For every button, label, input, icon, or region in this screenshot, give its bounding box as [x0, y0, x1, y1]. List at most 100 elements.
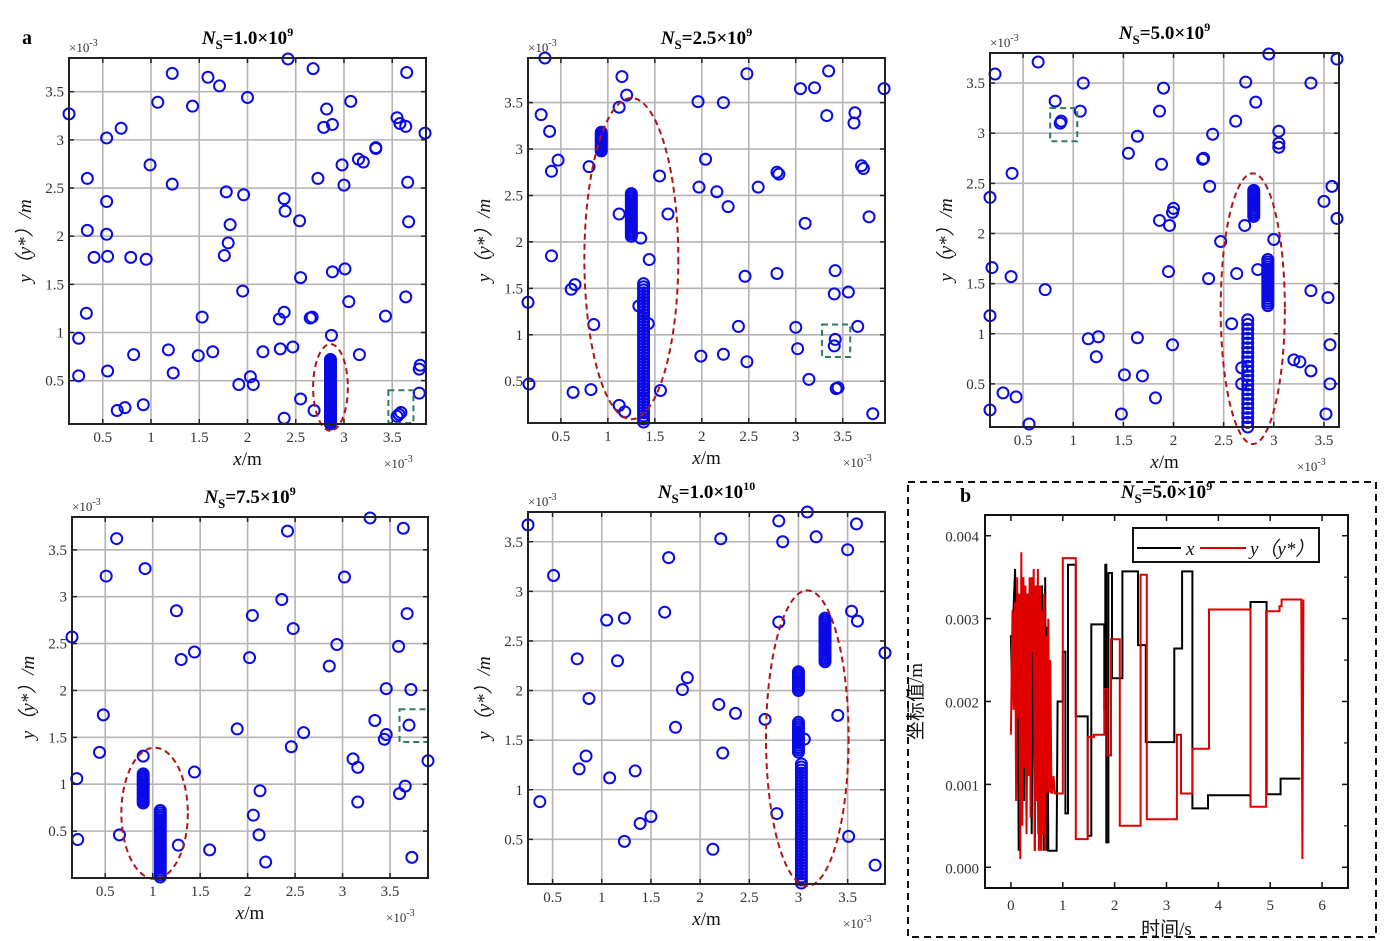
y-tick-label: 3: [516, 584, 524, 600]
data-point: [127, 348, 141, 362]
data-point: [662, 551, 676, 565]
panel-b-frame: [907, 481, 1377, 938]
data-point: [793, 82, 807, 96]
data-point: [237, 188, 251, 202]
x-tick-label: 3.5: [381, 884, 400, 900]
data-point: [831, 708, 845, 722]
x-tick-label: 2: [1111, 898, 1119, 914]
data-point: [827, 339, 841, 353]
data-point: [273, 342, 287, 356]
data-point: [1247, 183, 1261, 197]
y-tick-label: 0.000: [945, 861, 979, 877]
data-point: [850, 614, 864, 628]
y-tick-label: 2.5: [504, 634, 523, 650]
data-point: [286, 340, 300, 354]
data-point: [1154, 157, 1168, 171]
data-point: [368, 713, 382, 727]
data-point: [351, 795, 365, 809]
data-point: [751, 180, 765, 194]
x-tick-label: 2: [244, 884, 252, 900]
data-point: [369, 142, 383, 156]
data-point: [110, 532, 124, 546]
data-point: [1241, 411, 1255, 425]
y-tick-label: 2.5: [48, 637, 67, 653]
data-point: [1166, 338, 1180, 352]
x-tick-label: 3.5: [1315, 433, 1334, 449]
data-point: [1241, 322, 1255, 336]
data-point: [1241, 336, 1255, 350]
data-point: [1022, 417, 1036, 431]
data-point: [400, 607, 414, 621]
data-point: [80, 171, 94, 185]
line-panel-pb: 0 1 2 3 4 5 6 0.000 0.001 0.002 0.003 0.004 x y（y*） 时间…: [905, 514, 1349, 940]
data-point: [378, 309, 392, 323]
x-tick-label: 3.5: [833, 429, 852, 445]
data-point: [776, 535, 790, 549]
data-point: [738, 269, 752, 283]
data-point: [236, 284, 250, 298]
y-tick-label: 0.5: [966, 377, 985, 393]
y-tick-label: 1.5: [966, 277, 985, 293]
data-point: [791, 715, 805, 729]
data-point: [72, 369, 86, 383]
data-point: [1321, 291, 1335, 305]
y-tick-label: 1: [516, 328, 524, 344]
data-point: [533, 795, 547, 809]
data-point: [138, 562, 152, 576]
data-point: [337, 570, 351, 584]
plot-frame: [984, 514, 1349, 889]
data-point: [241, 90, 254, 104]
data-point: [1130, 129, 1144, 143]
data-point: [831, 381, 845, 395]
data-point: [1241, 341, 1255, 355]
data-point: [217, 248, 231, 262]
y-tick-label: 1.5: [48, 730, 67, 746]
data-point: [828, 332, 842, 346]
data-point: [841, 285, 855, 299]
axis-multiplier: ×10-3: [528, 38, 557, 55]
data-point: [822, 64, 836, 78]
x-tick-label: 2: [698, 429, 706, 445]
data-point: [628, 764, 642, 778]
x-tick-label: 2.5: [740, 890, 759, 906]
data-point: [534, 108, 548, 122]
data-point: [294, 271, 308, 285]
x-tick-label: 4: [1215, 898, 1223, 914]
data-point: [637, 277, 651, 291]
data-point: [642, 253, 656, 267]
y-tick-label: 0.002: [945, 696, 979, 712]
data-point: [851, 319, 865, 333]
data-point: [772, 167, 786, 181]
data-point: [1073, 104, 1087, 118]
data-point: [253, 784, 267, 798]
data-point: [324, 328, 338, 342]
data-point: [195, 310, 209, 324]
data-point: [1203, 179, 1217, 193]
data-point: [1272, 140, 1286, 154]
plot-frame: [68, 57, 427, 425]
data-point: [277, 192, 291, 206]
legend: x y（y*）: [1132, 527, 1320, 563]
data-point: [1241, 397, 1255, 411]
data-point: [136, 398, 150, 412]
data-point: [985, 261, 999, 275]
data-point: [100, 195, 114, 209]
data-point: [617, 834, 631, 848]
data-point: [412, 386, 426, 400]
data-point: [1251, 263, 1265, 277]
x-tick-label: 0.5: [1014, 433, 1033, 449]
x-tick-label: 3: [340, 430, 348, 446]
x-tick-label: 5: [1266, 898, 1274, 914]
data-point: [615, 70, 629, 84]
data-point: [1241, 345, 1255, 359]
data-point: [791, 665, 805, 679]
x-tick-label: 1: [1059, 898, 1067, 914]
x-tick-label: 3: [792, 429, 800, 445]
data-point: [330, 638, 344, 652]
x-tick-label: 2.5: [739, 429, 758, 445]
data-point: [110, 404, 124, 418]
data-point: [165, 177, 179, 191]
data-point: [641, 317, 655, 331]
data-point: [206, 345, 220, 359]
